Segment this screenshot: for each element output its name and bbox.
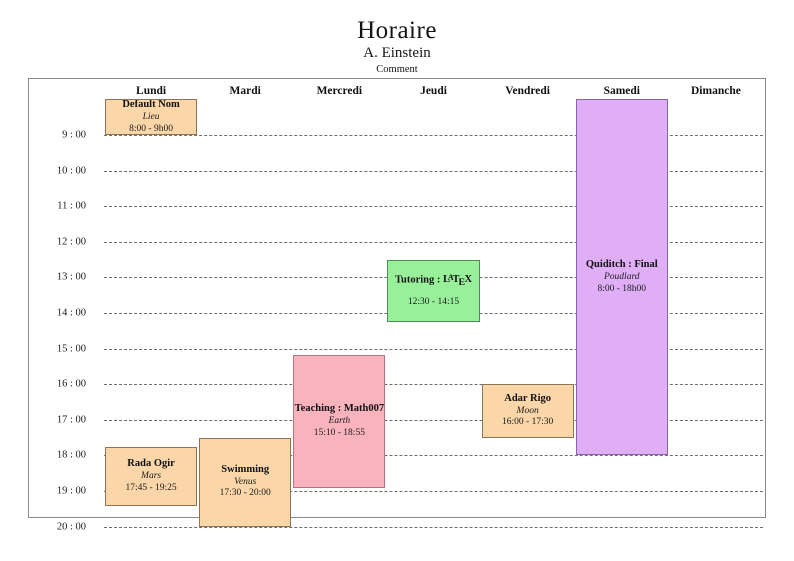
- event-place: Poudlard: [604, 272, 640, 283]
- hour-label-17: 17 : 00: [56, 414, 86, 426]
- event-title: Adar Rigo: [504, 392, 552, 404]
- event-place: Lieu: [142, 112, 160, 123]
- hour-gridline-16: [104, 384, 763, 386]
- event-title: Swimming: [221, 464, 270, 476]
- event-time: 15:10 - 18:55: [313, 427, 365, 438]
- hour-label-20: 20 : 00: [56, 521, 86, 533]
- event-place: Mars: [141, 471, 162, 482]
- event-adar-rigo[interactable]: Adar Rigo Moon 16:00 - 17:30: [481, 384, 574, 438]
- event-default-nom[interactable]: Default Nom Lieu 8:00 - 9h00: [105, 99, 198, 135]
- hour-gridline-10: [104, 170, 763, 172]
- hour-label-19: 19 : 00: [56, 485, 86, 497]
- event-title: Default Nom: [122, 99, 180, 111]
- event-title: Teaching : Math007: [294, 403, 385, 415]
- document-header: Horaire A. Einstein Comment: [0, 17, 794, 77]
- hour-gridline-18: [104, 455, 763, 457]
- calendar-frame: [28, 78, 766, 518]
- hour-label-16: 16 : 00: [56, 378, 86, 390]
- event-quiditch-final[interactable]: Quiditch : Final Poudlard 8:00 - 18h00: [575, 99, 668, 456]
- hour-gridline-20: [104, 526, 763, 528]
- event-time: 8:00 - 18h00: [597, 283, 647, 294]
- event-place: Moon: [516, 405, 539, 416]
- hour-label-18: 18 : 00: [56, 449, 86, 461]
- event-place: Venus: [234, 476, 257, 487]
- hour-label-13: 13 : 00: [56, 271, 86, 283]
- event-time: 16:00 - 17:30: [502, 417, 554, 428]
- day-header-dimanche: Dimanche: [690, 85, 741, 97]
- hour-gridline-17: [104, 419, 763, 421]
- calendar-grid: Lundi Mardi Mercredi Jeudi Vendredi Samedi Dim…: [28, 78, 766, 532]
- day-header-jeudi: Jeudi: [420, 85, 447, 97]
- event-teaching-math007[interactable]: Teaching : Math007 Earth 15:10 - 18:55: [293, 354, 386, 489]
- event-title: Rada Ogir: [127, 458, 175, 470]
- page-title: Horaire: [357, 17, 437, 44]
- event-rada-ogir[interactable]: Rada Ogir Mars 17:45 - 19:25: [105, 446, 198, 506]
- page-subtitle: A. Einstein: [363, 45, 431, 62]
- day-header-vendredi: Vendredi: [505, 85, 550, 97]
- event-time: 17:45 - 19:25: [125, 482, 177, 493]
- event-title: Quiditch : Final: [585, 259, 658, 271]
- event-time: 8:00 - 9h00: [129, 123, 173, 134]
- hour-gridline-12: [104, 241, 763, 243]
- event-title: Tutoring : LATEX: [394, 273, 473, 288]
- hour-label-10: 10 : 00: [56, 165, 86, 177]
- hour-label-12: 12 : 00: [56, 236, 86, 248]
- event-time: 12:30 - 14:15: [407, 296, 460, 307]
- day-header-mardi: Mardi: [229, 85, 261, 97]
- hour-gridline-19: [104, 491, 763, 492]
- hour-label-14: 14 : 00: [56, 307, 86, 319]
- event-tutoring-latex[interactable]: Tutoring : LATEX 12:30 - 14:15: [387, 259, 480, 322]
- day-header-mercredi: Mercredi: [316, 85, 363, 97]
- hour-gridline-11: [104, 206, 763, 208]
- day-header-lundi: Lundi: [136, 85, 167, 97]
- event-swimming[interactable]: Swimming Venus 17:30 - 20:00: [199, 437, 292, 527]
- hour-gridline-15: [104, 348, 763, 350]
- day-header-samedi: Samedi: [603, 85, 640, 97]
- hour-gridline-9: [104, 135, 763, 136]
- event-place: Earth: [328, 416, 351, 427]
- hour-label-9: 9 : 00: [62, 129, 86, 141]
- hour-label-11: 11 : 00: [57, 200, 86, 212]
- page-comment: Comment: [376, 64, 418, 75]
- hour-label-15: 15 : 00: [56, 343, 86, 355]
- event-time: 17:30 - 20:00: [219, 488, 271, 499]
